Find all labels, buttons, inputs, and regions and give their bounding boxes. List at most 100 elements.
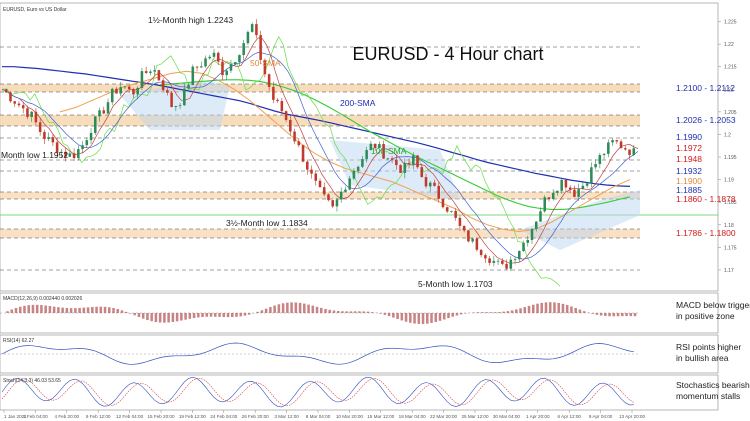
- rsi-panel: [0, 334, 719, 374]
- macd-bar: [14, 308, 18, 313]
- candle-body: [106, 102, 110, 114]
- macd-bar: [464, 313, 467, 314]
- macd-bar: [294, 302, 298, 313]
- date-tick: 12 Feb 04:00: [116, 414, 144, 419]
- level-1-2026: 1.2026 - 1.2053: [676, 115, 736, 125]
- macd-bar: [18, 306, 22, 313]
- macd-bar: [345, 311, 348, 313]
- macd-bar: [451, 313, 454, 317]
- candle-body: [98, 110, 101, 117]
- stoch-k-line: [1, 376, 634, 408]
- macd-bar: [184, 313, 187, 320]
- macd-bar: [438, 313, 442, 321]
- macd-bar: [349, 311, 353, 313]
- annotation-month-high: 1½-Month high 1.2243: [148, 15, 233, 25]
- candle-body: [136, 87, 139, 95]
- macd-bar: [570, 306, 573, 313]
- macd-bar: [527, 305, 531, 313]
- price-tick: 1.19: [724, 178, 734, 184]
- macd-comment-2: in positive zone: [676, 311, 735, 321]
- candle-body: [479, 249, 483, 256]
- macd-bar: [269, 307, 272, 313]
- candle-body: [534, 221, 538, 230]
- candle-body: [115, 88, 118, 94]
- candle-body: [68, 153, 72, 157]
- annotation-month-low: Month low 1.1952: [1, 150, 68, 160]
- candle-body: [216, 52, 220, 62]
- candle-body: [9, 92, 12, 102]
- macd-bar: [621, 313, 624, 317]
- macd-bar: [124, 311, 128, 313]
- macd-bar: [320, 307, 323, 313]
- macd-bar: [341, 311, 344, 313]
- rsi-comment-2: in bullish area: [676, 353, 729, 363]
- candle-body: [259, 35, 262, 60]
- macd-bar: [523, 307, 527, 313]
- macd-bar: [91, 306, 94, 313]
- level-1-1900: 1.1900: [676, 176, 702, 186]
- candle-body: [72, 153, 76, 159]
- candle-body: [284, 111, 288, 120]
- candle-body: [77, 149, 80, 159]
- macd-bar: [544, 302, 548, 313]
- candle-body: [505, 263, 508, 269]
- macd-bar: [6, 311, 9, 313]
- candle-body: [30, 111, 33, 117]
- price-tick: 1.215: [724, 65, 737, 71]
- candle-body: [598, 155, 602, 164]
- price-tick: 1.18: [724, 223, 734, 229]
- candle-body: [166, 90, 169, 93]
- candle-body: [13, 101, 16, 104]
- candle-body: [310, 169, 313, 174]
- candle-body: [518, 250, 521, 260]
- candle-body: [51, 137, 55, 143]
- macd-bar: [400, 313, 404, 321]
- candle-body: [361, 159, 364, 167]
- candle-body: [94, 116, 97, 133]
- macd-bar: [48, 306, 52, 313]
- candle-body: [38, 122, 42, 132]
- macd-bar: [404, 313, 408, 322]
- candle-body: [306, 161, 309, 170]
- macd-bar: [86, 307, 90, 313]
- macd-bar: [387, 313, 391, 317]
- date-tick: 1 Apr 20:00: [526, 414, 550, 419]
- macd-bar: [209, 313, 213, 317]
- macd-bar: [604, 313, 607, 317]
- candle-body: [322, 187, 326, 195]
- macd-bar: [273, 305, 276, 313]
- rsi-comment-1: RSI points higher: [676, 342, 741, 352]
- macd-bar: [366, 311, 370, 313]
- chart-title: EURUSD - 4 Hour chart: [352, 44, 543, 64]
- candle-body: [195, 66, 199, 68]
- macd-bar: [82, 307, 86, 313]
- level-1-2100: 1.2100 - 1.2112: [676, 83, 735, 93]
- candle-body: [467, 230, 470, 242]
- date-tick: 10 Mar 20:00: [336, 414, 364, 419]
- candle-body: [428, 182, 432, 187]
- candle-body: [522, 242, 525, 251]
- candle-body: [21, 105, 25, 109]
- candle-body: [297, 141, 301, 146]
- candle-body: [119, 87, 122, 94]
- price-tick: 1.195: [724, 155, 737, 161]
- annotations: 1½-Month high 1.2243 Month low 1.1952 3½…: [1, 15, 493, 289]
- candle-body: [450, 210, 453, 212]
- macd-bar: [510, 310, 514, 313]
- candle-body: [581, 185, 585, 189]
- candle-body: [395, 159, 398, 166]
- macd-bar: [256, 311, 259, 313]
- candle-body: [47, 137, 50, 139]
- macd-bar: [421, 313, 425, 324]
- stoch-header: Stoch(14,3,3) 46.03 53.65: [3, 378, 61, 384]
- macd-bar: [413, 313, 416, 324]
- macd-bar: [52, 306, 56, 313]
- date-tick: 19 Feb 12:00: [179, 414, 207, 419]
- macd-bar: [133, 313, 136, 316]
- candle-body: [382, 144, 385, 159]
- macd-bar: [44, 305, 47, 313]
- macd-bar: [74, 308, 77, 313]
- candle-body: [573, 189, 576, 197]
- macd-bar: [141, 313, 145, 319]
- macd-bar: [506, 311, 510, 313]
